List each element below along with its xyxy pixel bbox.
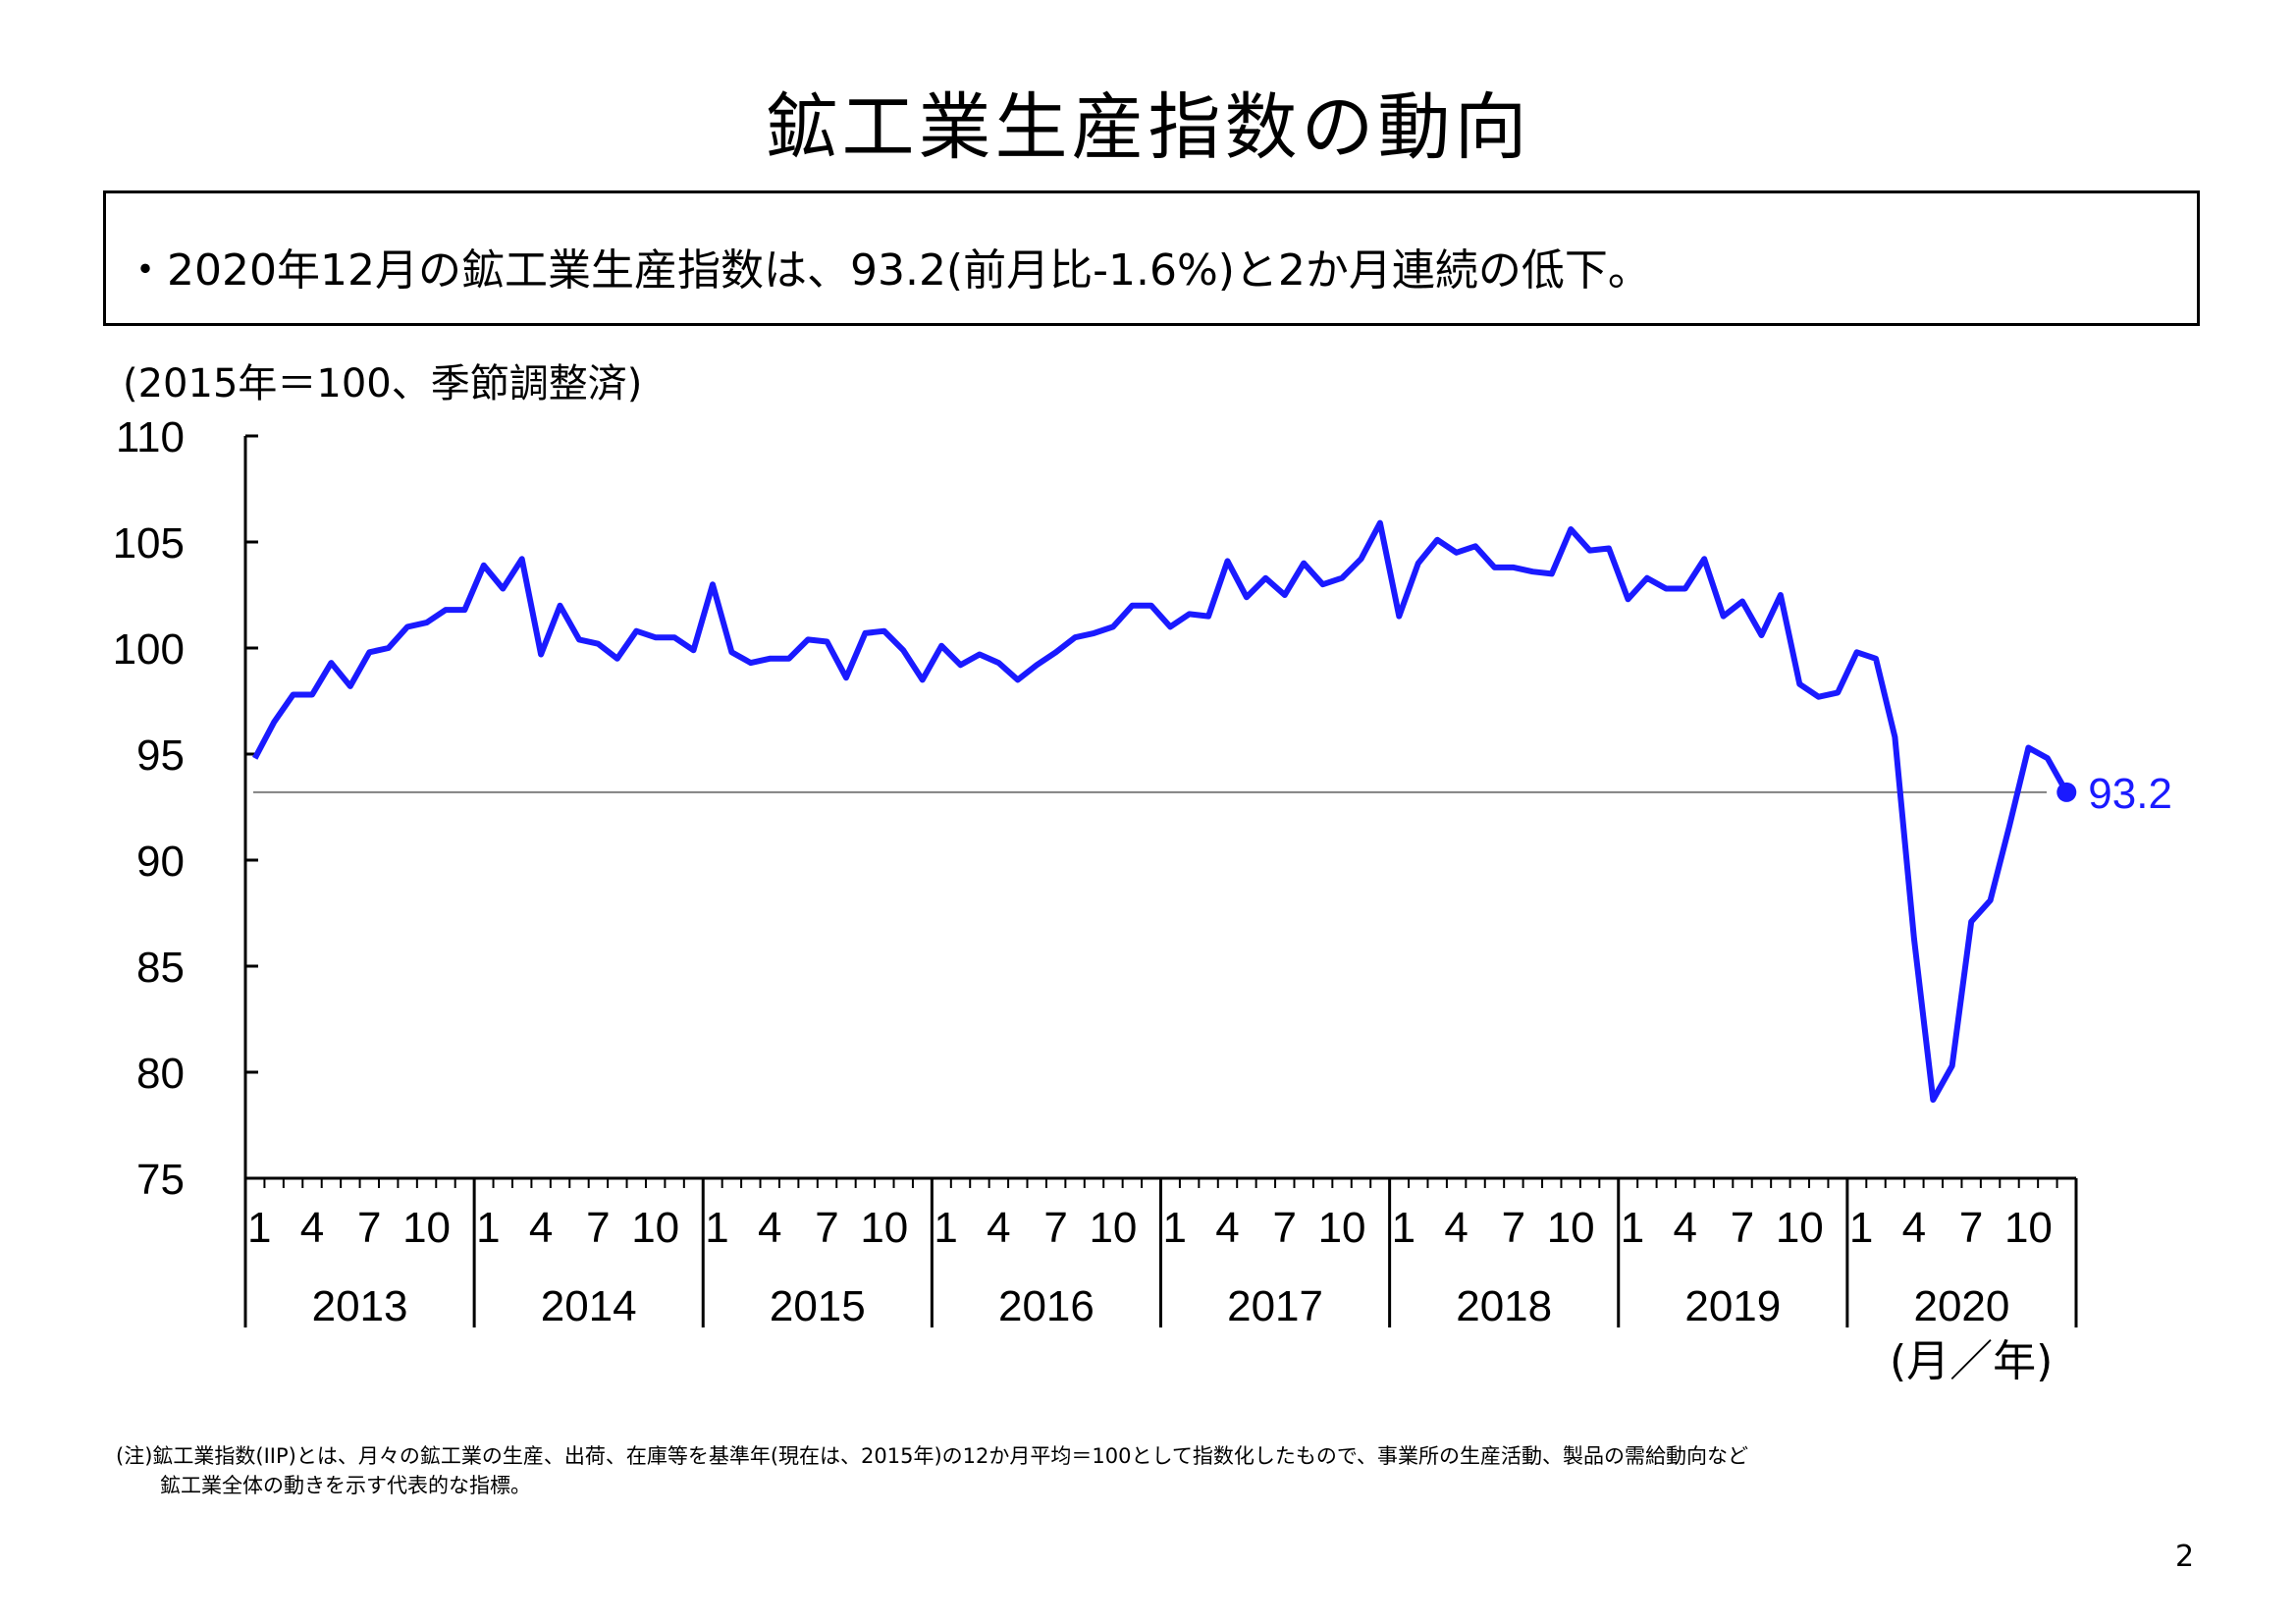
x-year-label: 2019 (1684, 1282, 1781, 1330)
last-point-marker (2056, 782, 2077, 802)
x-year-label: 2018 (1456, 1282, 1552, 1330)
x-month-label: 1 (476, 1204, 500, 1252)
x-month-label: 10 (402, 1204, 451, 1252)
last-point-label: 93.2 (2088, 770, 2172, 818)
x-month-label: 1 (1621, 1204, 1644, 1252)
x-axis-unit-label: (月／年) (1890, 1336, 2054, 1386)
x-month-label: 4 (1674, 1204, 1697, 1252)
x-month-label: 1 (247, 1204, 271, 1252)
footnote-line-1: (注)鉱工業指数(IIP)とは、月々の鉱工業の生産、出荷、在庫等を基準年(現在は… (116, 1444, 1748, 1468)
page-number: 2 (2175, 1540, 2195, 1574)
y-tick-label: 110 (116, 413, 185, 461)
x-year-label: 2015 (770, 1282, 866, 1330)
x-month-label: 7 (815, 1204, 838, 1252)
y-tick-label: 85 (136, 944, 185, 992)
y-tick-label: 90 (136, 838, 185, 886)
page-title: 鉱工業生産指数の動向 (765, 85, 1531, 170)
x-month-label: 1 (1392, 1204, 1415, 1252)
x-month-label: 4 (1902, 1204, 1926, 1252)
x-month-label: 10 (1318, 1204, 1366, 1252)
x-month-label: 7 (1043, 1204, 1067, 1252)
x-month-label: 7 (357, 1204, 381, 1252)
x-month-label: 7 (1273, 1204, 1297, 1252)
x-month-label: 1 (934, 1204, 957, 1252)
x-month-label: 10 (1089, 1204, 1137, 1252)
x-month-label: 4 (1444, 1204, 1468, 1252)
footnote-line-2: 鉱工業全体の動きを示す代表的な指標。 (160, 1474, 531, 1497)
series-line (252, 519, 2069, 1104)
summary-text: ・2020年12月の鉱工業生産指数は、93.2(前月比-1.6%)と2か月連続の… (124, 245, 1651, 296)
x-month-label: 7 (1502, 1204, 1525, 1252)
x-month-label: 10 (1547, 1204, 1595, 1252)
x-year-label: 2014 (541, 1282, 637, 1330)
x-month-label: 1 (1849, 1204, 1873, 1252)
x-month-label: 1 (705, 1204, 728, 1252)
x-month-label: 10 (631, 1204, 679, 1252)
x-month-label: 4 (987, 1204, 1010, 1252)
x-month-label: 7 (586, 1204, 610, 1252)
x-year-label: 2020 (1913, 1282, 2009, 1330)
x-year-label: 2017 (1227, 1282, 1323, 1330)
y-tick-label: 95 (136, 731, 185, 780)
x-month-label: 1 (1163, 1204, 1187, 1252)
x-month-label: 4 (529, 1204, 553, 1252)
y-tick-label: 100 (113, 625, 185, 674)
x-month-label: 10 (1776, 1204, 1824, 1252)
x-year-label: 2013 (312, 1282, 408, 1330)
y-tick-label: 80 (136, 1050, 185, 1098)
x-year-label: 2016 (998, 1282, 1095, 1330)
x-month-label: 4 (300, 1204, 324, 1252)
x-month-label: 7 (1959, 1204, 1983, 1252)
summary-box: ・2020年12月の鉱工業生産指数は、93.2(前月比-1.6%)と2か月連続の… (103, 190, 2200, 326)
x-month-label: 4 (758, 1204, 781, 1252)
x-month-label: 4 (1215, 1204, 1239, 1252)
footnote: (注)鉱工業指数(IIP)とは、月々の鉱工業の生産、出荷、在庫等を基準年(現在は… (116, 1441, 1748, 1500)
y-tick-label: 75 (136, 1156, 185, 1204)
y-tick-label: 105 (113, 519, 185, 568)
y-axis-unit-label: (2015年＝100、季節調整済) (123, 361, 643, 406)
x-month-label: 10 (860, 1204, 908, 1252)
x-month-label: 10 (2004, 1204, 2053, 1252)
x-month-label: 7 (1731, 1204, 1754, 1252)
